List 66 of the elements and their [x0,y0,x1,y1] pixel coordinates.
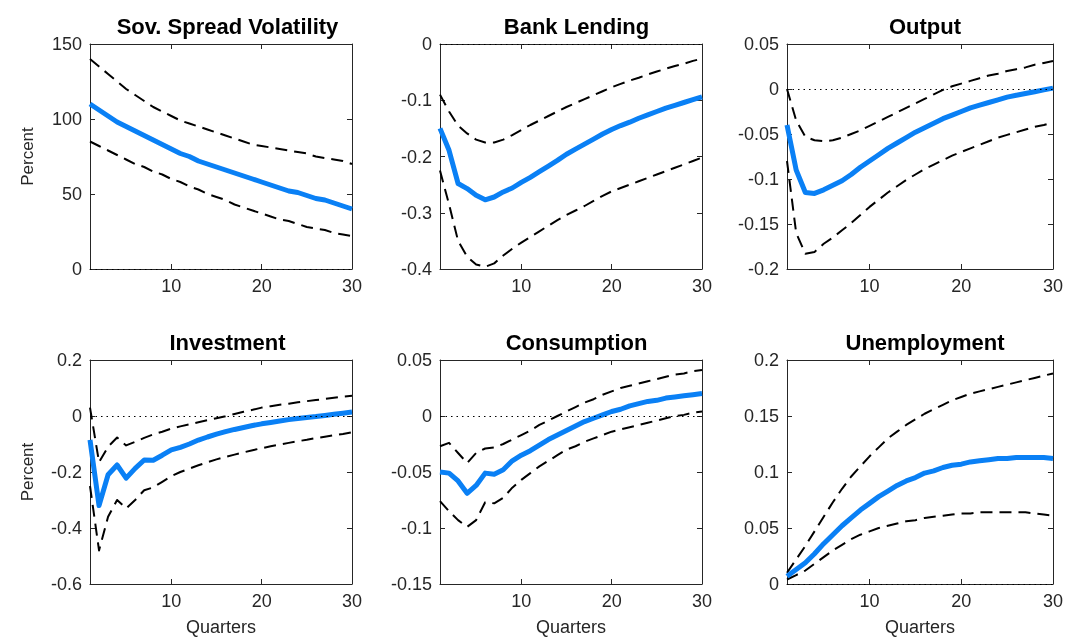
x-axis-title: Quarters [535,617,607,637]
y-tick-label: 100 [51,109,82,129]
x-axis-title: Quarters [185,617,257,637]
line-series [89,431,353,552]
y-tick-label: 0.05 [743,518,779,538]
y-tick-label: 0 [768,79,779,99]
y-axis-title: Percent [18,126,37,186]
x-tick-label: 10 [511,276,532,296]
x-tick-label: 10 [511,591,532,611]
line-series [786,372,1054,574]
x-tick-label: 30 [691,276,712,296]
x-tick-label: 20 [601,591,622,611]
y-tick-label: -0.05 [737,124,779,144]
chart-title: Sov. Spread Volatility [116,13,340,39]
chart-title: Consumption [505,329,648,355]
y-tick-label: 0 [768,574,779,594]
line-series [439,369,703,465]
y-tick-label: -0.4 [50,518,82,538]
x-tick-label: 20 [251,591,272,611]
line-series [89,394,353,464]
x-tick-label: 20 [951,276,972,296]
y-tick-label: 0.05 [396,350,432,370]
chart-title: Unemployment [845,329,1006,355]
x-tick-label: 30 [691,591,712,611]
y-tick-label: 0 [71,406,82,426]
x-tick-label: 20 [951,591,972,611]
y-tick-label: 0.05 [743,34,779,54]
y-tick-label: 0.15 [743,406,779,426]
y-tick-label: -0.2 [50,462,82,482]
y-tick-label: -0.05 [390,462,432,482]
chart-title: Bank Lending [503,13,650,39]
x-tick-label: 30 [1042,276,1064,296]
x-tick-label: 30 [341,276,362,296]
x-axis-title: Quarters [884,617,956,637]
y-tick-label: 0.2 [753,350,779,370]
y-axis-title: Percent [18,442,37,502]
x-tick-label: 20 [251,276,272,296]
y-tick-label: 0 [71,259,82,279]
y-tick-label: -0.2 [400,146,432,167]
chart-title: Investment [169,329,287,355]
line-series [439,410,703,528]
y-tick-label: -0.2 [747,259,779,279]
y-tick-label: -0.1 [747,169,779,189]
x-tick-label: 20 [601,276,622,296]
y-tick-label: -0.3 [400,202,432,223]
y-tick-label: -0.1 [400,90,432,111]
y-tick-label: -0.15 [390,574,432,594]
x-tick-label: 10 [161,276,182,296]
line-series [89,140,353,237]
x-tick-label: 30 [1042,591,1064,611]
y-tick-label: 50 [61,184,82,204]
y-tick-label: -0.4 [400,259,432,279]
y-tick-label: 0 [421,34,432,54]
line-series [89,58,353,165]
x-tick-label: 30 [341,591,362,611]
y-tick-label: 150 [51,34,82,54]
y-tick-label: 0.2 [56,350,82,370]
x-tick-label: 10 [859,276,880,296]
y-tick-label: -0.1 [400,518,432,538]
chart-title: Output [888,13,962,39]
y-tick-label: -0.6 [50,574,82,594]
y-tick-label: 0 [421,406,432,426]
x-tick-label: 10 [859,591,880,611]
x-tick-label: 10 [161,591,182,611]
y-tick-label: -0.15 [737,214,779,234]
y-tick-label: 0.1 [753,462,779,482]
